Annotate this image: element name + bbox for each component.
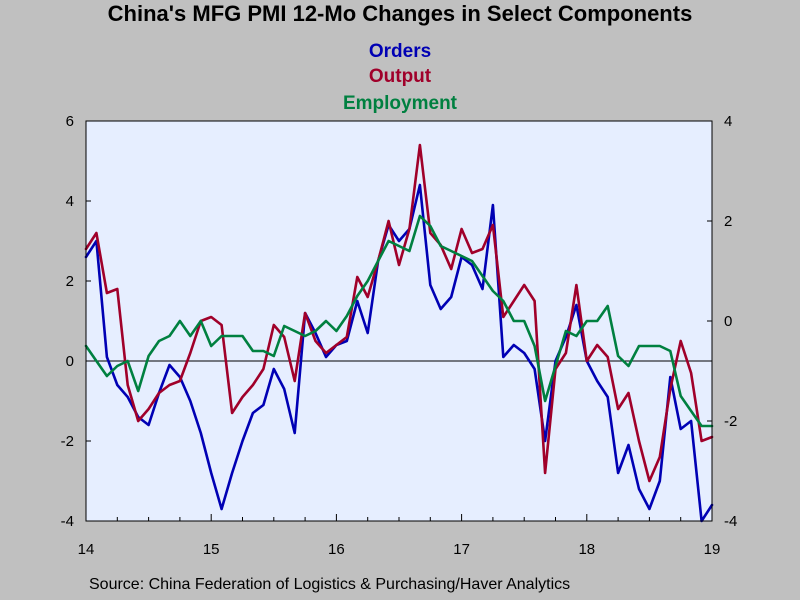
left-axis-tick-label: 2	[66, 273, 74, 290]
chart-title: China's MFG PMI 12-Mo Changes in Select …	[107, 1, 693, 26]
right-axis-tick-label: 2	[724, 213, 732, 230]
legend-output: Output	[368, 66, 432, 87]
right-axis-tick-label: -2	[724, 413, 737, 430]
left-axis-tick-label: -4	[61, 513, 74, 530]
series-line-orders	[84, 183, 714, 523]
series-line-output	[84, 143, 714, 483]
source-note: Source: China Federation of Logistics & …	[89, 576, 571, 593]
left-axis-tick-label: 4	[66, 193, 74, 210]
x-axis-tick-label: 18	[578, 541, 595, 558]
plot-area	[86, 121, 712, 521]
right-axis-tick-label: 4	[724, 113, 732, 130]
left-axis-tick-label: 6	[66, 113, 74, 130]
x-axis-tick-label: 14	[78, 541, 95, 558]
x-axis-tick-label: 15	[203, 541, 220, 558]
right-axis-tick-label: -4	[724, 513, 737, 530]
left-axis-tick-label: -2	[61, 433, 74, 450]
left-axis-tick-label: 0	[66, 353, 74, 370]
x-axis-tick-label: 17	[453, 541, 470, 558]
x-axis-tick-label: 19	[704, 541, 721, 558]
x-axis-tick-label: 16	[328, 541, 345, 558]
right-axis-tick-label: 0	[724, 313, 732, 330]
legend-orders: Orders	[368, 41, 432, 62]
series-line-employment	[84, 214, 714, 428]
legend-employment: Employment	[342, 93, 458, 114]
